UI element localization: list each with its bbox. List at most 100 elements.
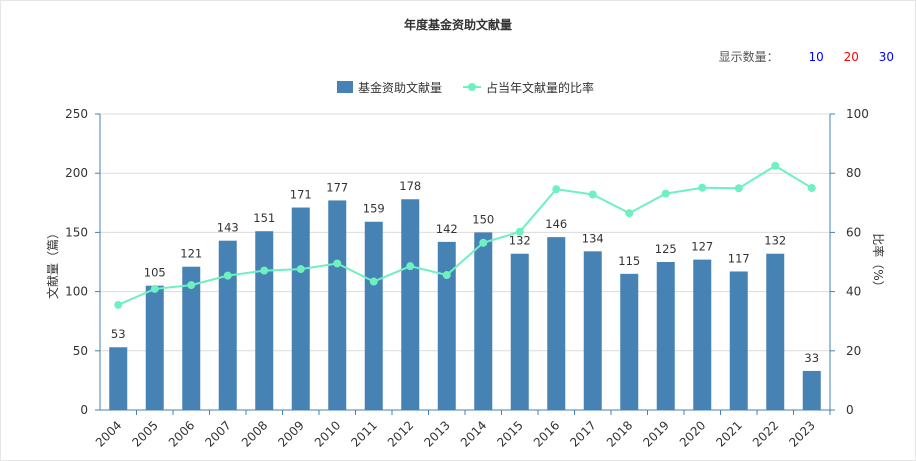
y2-axis-label: 比率（%） [871,233,886,292]
bar-value-label: 150 [472,212,494,226]
x-tick-label: 2007 [202,418,233,449]
bar [218,240,237,410]
ratio-point [114,300,123,309]
y-tick-label: 0 [80,403,88,417]
ratio-point [661,189,670,198]
ratio-point [150,284,159,293]
x-tick-label: 2013 [421,418,452,449]
x-tick-label: 2009 [275,418,306,449]
display-count-control: 显示数量： 10 20 30 [719,48,894,65]
x-tick-label: 2021 [713,418,744,449]
x-tick-label: 2018 [604,418,635,449]
y2-tick-label: 60 [846,225,861,239]
bar-value-label: 105 [144,266,166,280]
grid-lines [100,113,830,352]
bar-value-label: 178 [399,179,421,193]
bar-value-label: 151 [253,211,275,225]
bar [255,231,274,410]
ratio-point [187,281,196,290]
line-series [114,161,816,309]
ratio-point [369,277,378,286]
y2-tick-label: 0 [846,403,854,417]
chart-title: 年度基金资助文献量 [403,18,512,32]
x-tick-label: 2010 [312,418,343,449]
display-count-label: 显示数量： [718,50,779,64]
x-tick-label: 2005 [129,418,160,449]
y-tick-label: 200 [65,166,88,180]
x-tick-label: 2006 [166,418,197,449]
bar-value-label: 127 [691,240,713,254]
y-axis-label: 文献量（篇） [45,227,60,299]
ratio-point [771,161,780,170]
bar [145,285,164,410]
x-tick-label: 2008 [239,418,270,449]
x-tick-label: 2015 [494,418,525,449]
bar [401,199,420,410]
bar [328,200,347,410]
bar [693,259,712,410]
bar [802,370,821,410]
bar [182,266,201,410]
ratio-point [442,271,451,280]
bar [729,271,748,410]
bar-value-label: 142 [436,222,458,236]
ratio-point [260,266,269,275]
bar-data-labels: 53 105 121 143 151 171 177 159 178 142 150 132 146 13… [111,179,819,365]
bar [583,251,602,410]
bar [437,241,456,410]
ratio-point [515,227,524,236]
bar-series [109,199,821,410]
x-tick-label: 2004 [93,418,124,449]
bar-value-label: 121 [180,247,202,261]
x-tick-label: 2016 [531,418,562,449]
ratio-point [223,271,232,280]
legend-bar-label[interactable]: 基金资助文献量 [358,80,442,95]
x-tick-label: 2022 [750,418,781,449]
y-tick-label: 100 [65,285,88,299]
bar-value-label: 134 [582,231,604,245]
bar-value-label: 177 [326,180,348,194]
legend: 基金资助文献量 占当年文献量的比率 [337,80,594,95]
bar-value-label: 125 [655,242,677,256]
ratio-point [296,265,305,274]
y-tick-label: 150 [65,225,88,239]
x-tick-label: 2020 [677,418,708,449]
bar [620,273,639,410]
ratio-point [734,184,743,193]
x-tick-label: 2017 [567,418,598,449]
x-tick-label: 2012 [385,418,416,449]
legend-bar-swatch[interactable] [337,81,353,93]
bar [547,237,566,410]
legend-line-label[interactable]: 占当年文献量的比率 [486,80,594,95]
ratio-point [406,262,415,271]
y-tick-label: 250 [65,107,88,121]
bar-value-label: 53 [111,327,126,341]
bar [364,221,383,410]
legend-line-marker [468,83,476,91]
bar [656,262,675,410]
x-tick-label: 2014 [458,418,489,449]
bar [291,207,310,410]
display-option-20[interactable]: 20 [843,50,859,64]
bar [474,232,493,410]
ratio-point [588,190,597,199]
bar-value-label: 115 [618,254,640,268]
ratio-point [552,185,561,194]
y2-tick-label: 20 [846,344,861,358]
x-tick-label: 2023 [786,418,817,449]
bar [109,347,128,410]
bar-value-label: 117 [728,251,750,265]
y2-tick-label: 40 [846,285,861,299]
x-tick-label: 2011 [348,418,379,449]
bar-value-label: 171 [290,188,312,202]
bar-value-label: 132 [764,234,786,248]
y-tick-label: 50 [73,344,88,358]
display-option-10[interactable]: 10 [808,50,824,64]
y2-tick-label: 100 [846,107,869,121]
bar-value-label: 143 [217,221,239,235]
display-option-30[interactable]: 30 [878,50,894,64]
bar-value-label: 33 [804,351,819,365]
y2-tick-label: 80 [846,166,861,180]
ratio-line [117,164,813,306]
